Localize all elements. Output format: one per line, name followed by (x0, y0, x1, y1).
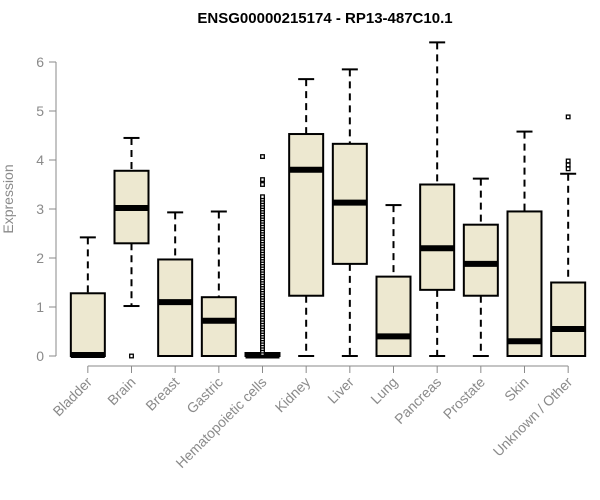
outlier-point (260, 182, 265, 187)
box-iqr (288, 133, 325, 297)
box-group (419, 41, 456, 357)
x-tick-label: Lung (367, 374, 400, 407)
x-tick-label: Prostate (440, 374, 488, 422)
x-tick-label: Pancreas (391, 374, 444, 427)
box-group (69, 236, 106, 359)
box-group (244, 154, 281, 359)
y-axis-label: Expression (0, 164, 16, 233)
outlier-point (565, 166, 571, 172)
box-group (113, 136, 150, 359)
x-tick-label: Unknown / Other (490, 374, 576, 460)
box-group (331, 68, 368, 357)
box-group (550, 114, 587, 357)
box-iqr (506, 210, 543, 357)
x-tick-label: Breast (142, 374, 182, 414)
box-group (157, 211, 194, 357)
outlier-point (565, 162, 571, 168)
outlier-point (260, 177, 265, 183)
x-tick-label: Kidney (272, 374, 314, 416)
outlier-point (129, 353, 134, 359)
x-tick-label: Liver (324, 374, 357, 407)
y-tick-label: 5 (36, 103, 44, 119)
outlier-point (565, 114, 571, 120)
box-group (375, 204, 412, 357)
box-group (200, 210, 237, 358)
x-tick-label: Bladder (50, 374, 96, 420)
outlier-point (565, 158, 571, 164)
box-iqr (69, 292, 106, 357)
x-tick-label: Brain (104, 374, 138, 408)
x-tick-label: Skin (501, 374, 532, 405)
box-iqr (462, 223, 499, 297)
x-tick-label: Gastric (183, 374, 226, 417)
outlier-point (260, 194, 265, 200)
box-group (288, 78, 325, 357)
box-group (462, 177, 499, 357)
chart-title: ENSG00000215174 - RP13-487C10.1 (197, 10, 452, 27)
outlier-point (260, 154, 265, 160)
y-tick-label: 1 (36, 299, 44, 315)
y-tick-label: 4 (36, 152, 44, 168)
box-iqr (419, 183, 456, 291)
box-group (506, 130, 543, 357)
box-iqr (200, 296, 237, 358)
y-tick-label: 6 (36, 54, 44, 70)
box-iqr (550, 281, 587, 357)
box-iqr (375, 275, 412, 357)
box-iqr (157, 258, 194, 357)
y-axis: 0 1 2 3 4 5 6 (36, 54, 57, 364)
box-series (69, 41, 587, 359)
y-tick-label: 3 (36, 201, 44, 217)
y-tick-label: 0 (36, 348, 44, 364)
y-tick-label: 2 (36, 250, 44, 266)
